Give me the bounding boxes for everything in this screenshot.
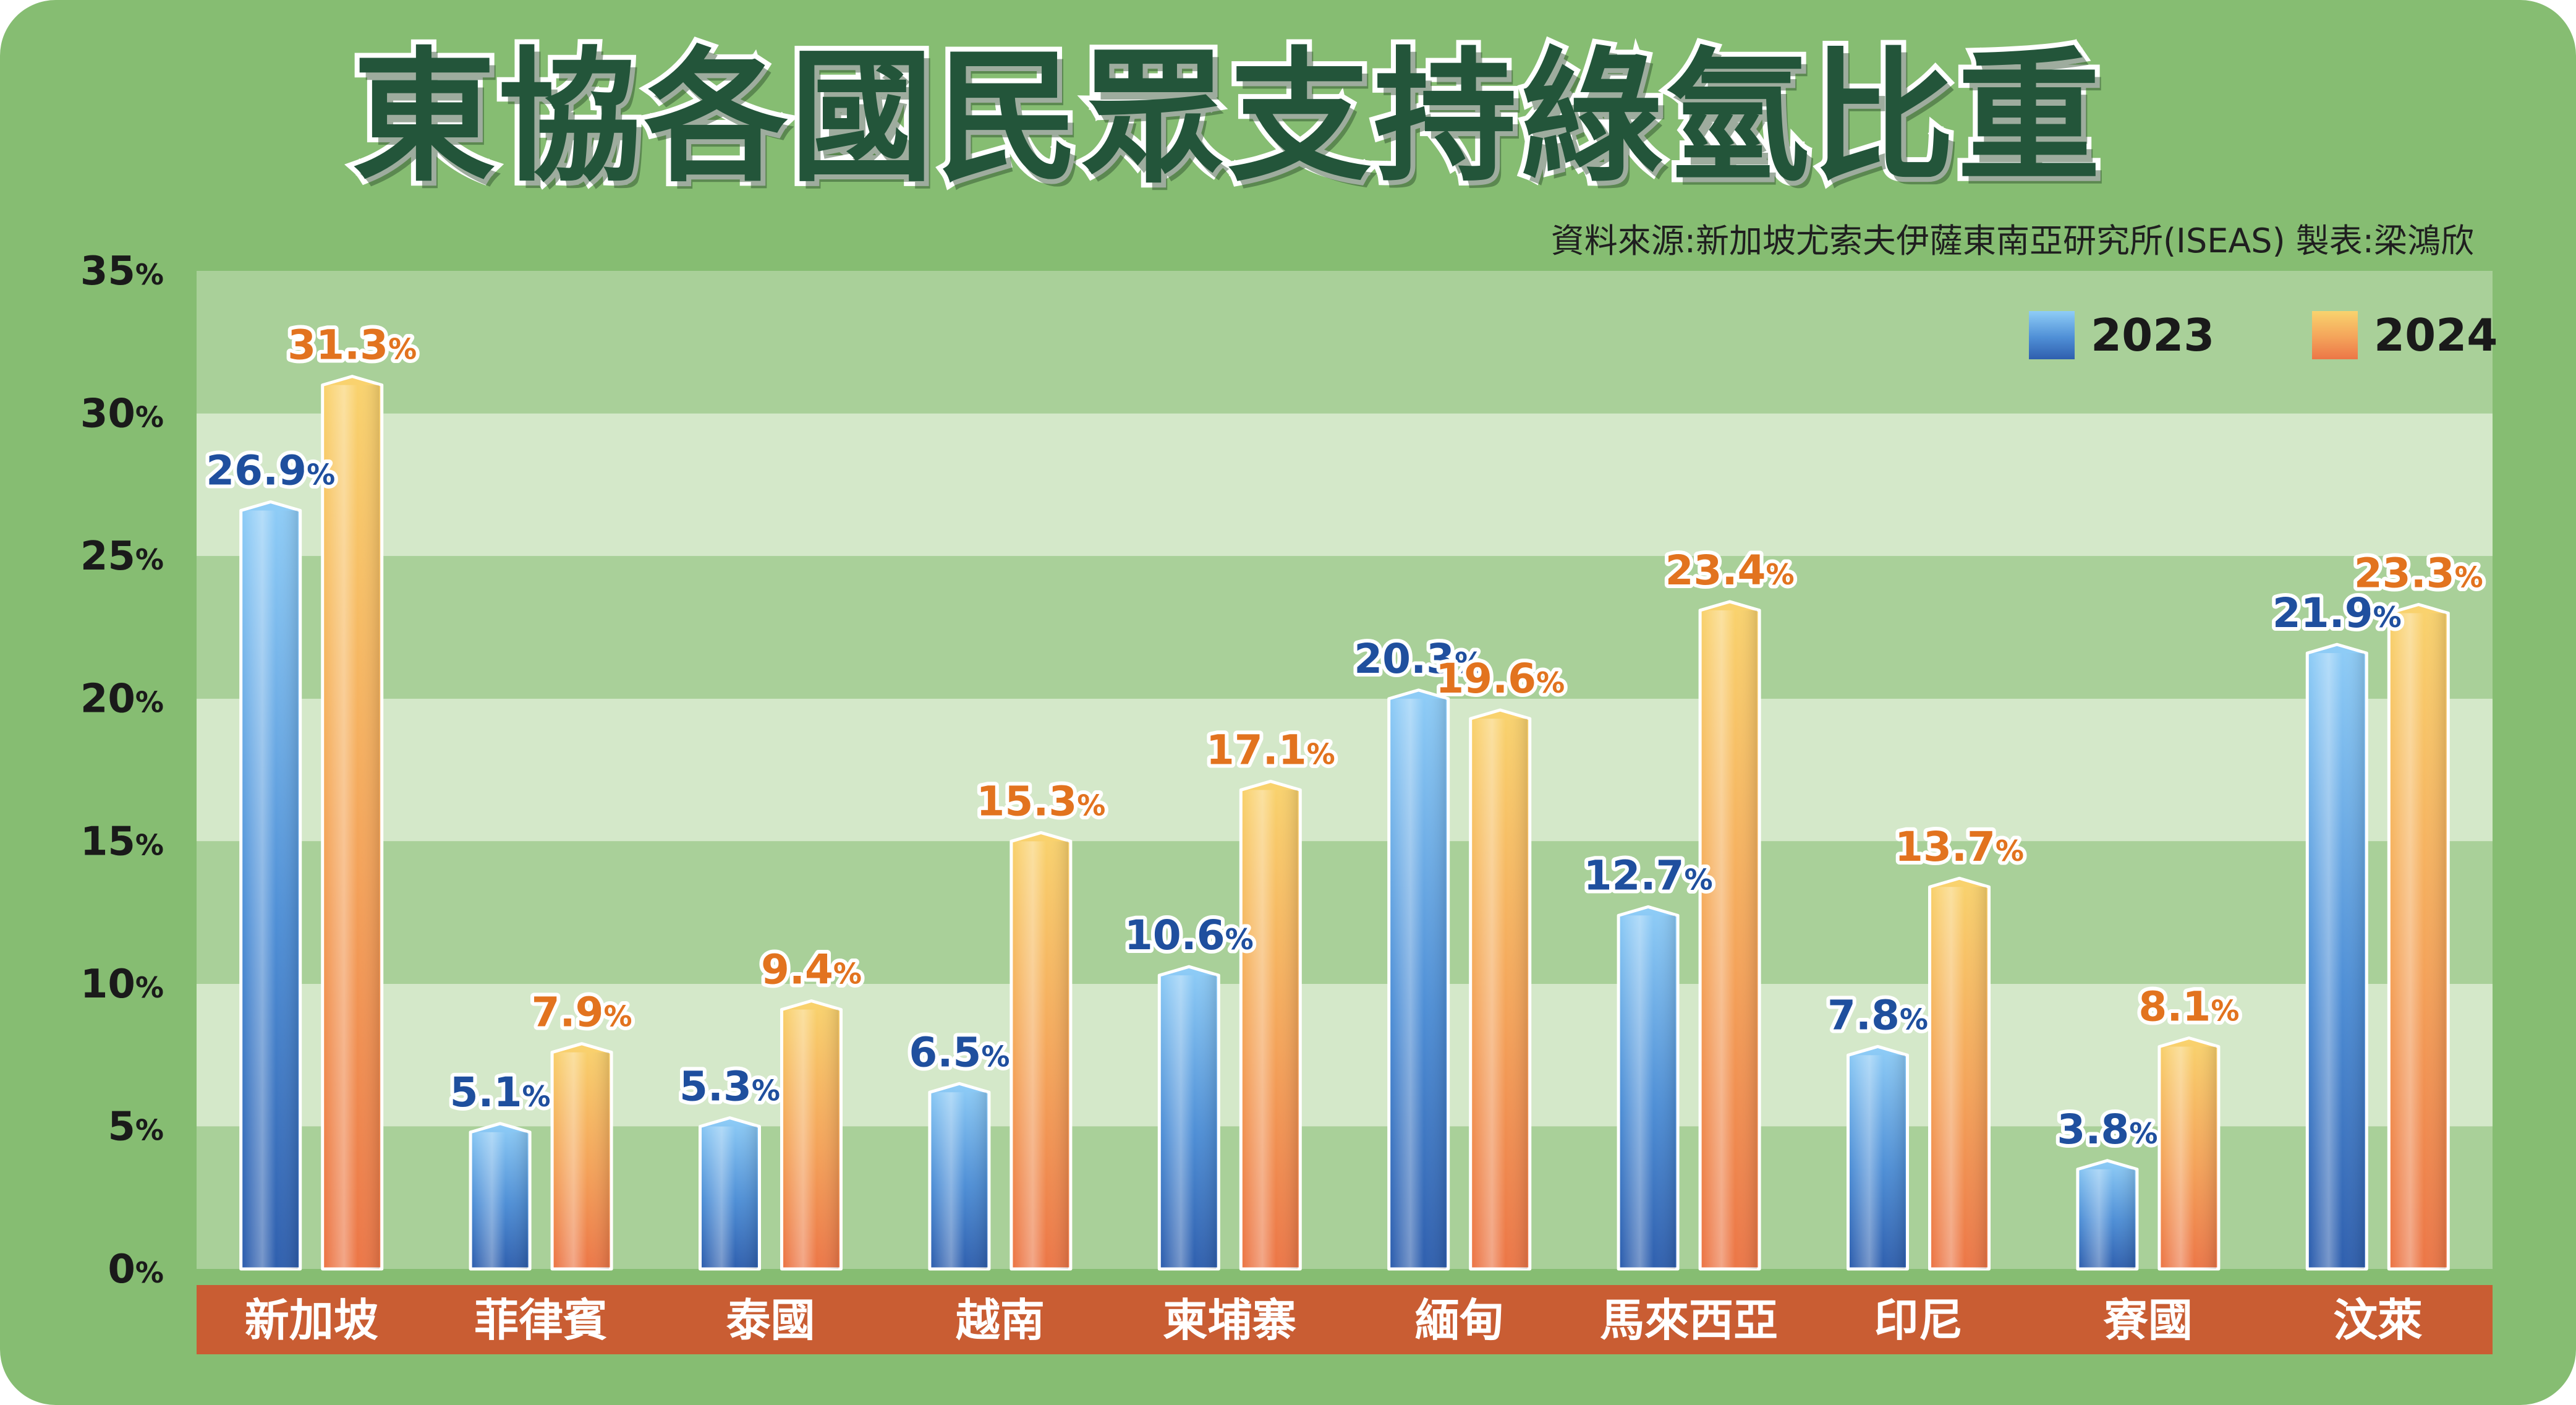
y-tick-label: 30% — [80, 391, 164, 437]
data-label-2023: 5.1% — [450, 1069, 551, 1116]
data-label-2023: 21.9% — [2272, 589, 2402, 637]
data-label-2023: 10.6% — [1124, 912, 1254, 959]
y-axis: 0% 5% 10% 15% 20% 25% 30% 35% — [80, 249, 164, 1292]
bar-2023 — [1617, 905, 1680, 1271]
bar-2024 — [1469, 708, 1532, 1271]
data-label-2024: 23.3% — [2354, 550, 2483, 597]
bar-2024 — [2387, 603, 2450, 1271]
bar-2023 — [1387, 688, 1450, 1271]
grid-band — [197, 271, 2493, 414]
legend-label-2023: 2023 — [2091, 309, 2214, 361]
y-tick-label: 35% — [80, 249, 164, 294]
x-tick-label: 印尼 — [1874, 1294, 1963, 1346]
bars — [239, 375, 2450, 1271]
data-label-2023: 5.3% — [679, 1063, 780, 1111]
source-credit: 資料來源:新加坡尤索夫伊薩東南亞研究所(ISEAS) 製表:梁鴻欣 — [1550, 221, 2474, 260]
x-tick-label: 新加坡 — [245, 1294, 378, 1346]
bar-2024 — [321, 375, 384, 1271]
grid-band — [197, 841, 2493, 984]
bar-2024 — [2157, 1036, 2221, 1271]
bar-2023 — [699, 1116, 761, 1271]
bar-2024 — [1010, 831, 1073, 1271]
legend-swatch-2023 — [2029, 311, 2075, 359]
bar-2023 — [928, 1082, 991, 1271]
y-tick-label: 5% — [108, 1104, 164, 1150]
grid-band — [197, 698, 2493, 842]
data-label-2023: 12.7% — [1584, 852, 1713, 899]
y-tick-label: 10% — [80, 962, 164, 1007]
grid-band — [197, 556, 2493, 699]
x-tick-label: 寮國 — [2103, 1294, 2193, 1346]
grid-band — [197, 413, 2493, 557]
x-tick-label: 緬甸 — [1415, 1294, 1504, 1346]
bar-2024 — [1239, 779, 1302, 1271]
bar-2023 — [239, 500, 302, 1271]
bar-2023 — [2305, 643, 2368, 1271]
data-label-2024: 17.1% — [1206, 726, 1335, 774]
y-tick-label: 15% — [80, 819, 164, 865]
bar-2023 — [1157, 965, 1220, 1271]
bar-2024 — [550, 1042, 613, 1271]
data-labels: 26.9% 5.1% 5.3% 6.5% 10.6% 20.3% 12.7% 7.8% 3.8%… — [202, 318, 2487, 1157]
legend-label-2024: 2024 — [2374, 309, 2497, 361]
data-label-2023: 26.9% — [206, 447, 335, 495]
y-tick-label: 25% — [80, 534, 164, 579]
bar-2023 — [2076, 1159, 2139, 1271]
category-band — [197, 1285, 2493, 1354]
data-label-2023: 3.8% — [2057, 1106, 2157, 1153]
x-tick-label: 越南 — [956, 1294, 1045, 1346]
data-label-2024: 8.1% — [2138, 983, 2239, 1030]
chart-title: 東協各國民眾支持綠氫比重 — [347, 29, 2106, 206]
data-label-2024: 23.4% — [1665, 547, 1795, 594]
x-tick-label: 馬來西亞 — [1600, 1294, 1778, 1346]
x-tick-label: 泰國 — [726, 1294, 815, 1346]
bar-2024 — [780, 999, 843, 1271]
bar-2023 — [1847, 1044, 1909, 1271]
x-tick-label: 汶萊 — [2333, 1294, 2422, 1346]
legend: 2023 2024 — [2029, 309, 2497, 361]
data-label-2024: 9.4% — [761, 946, 862, 994]
data-label-2023: 7.8% — [1827, 991, 1928, 1039]
data-label-2024: 13.7% — [1895, 823, 2024, 871]
data-label-2024: 19.6% — [1435, 655, 1565, 702]
data-label-2024: 31.3% — [287, 322, 417, 369]
legend-swatch-2024 — [2312, 311, 2358, 359]
x-tick-label: 柬埔寨 — [1163, 1294, 1296, 1346]
data-label-2024: 7.9% — [532, 989, 632, 1036]
bar-2023 — [469, 1122, 532, 1271]
data-label-2023: 20.3% — [1354, 635, 1483, 683]
y-tick-label: 20% — [80, 677, 164, 722]
y-tick-label: 0% — [108, 1247, 164, 1292]
data-label-2023: 6.5% — [909, 1028, 1010, 1076]
data-label-2024: 15.3% — [976, 777, 1105, 825]
bar-2024 — [1928, 876, 1991, 1271]
x-axis: 新加坡 菲律賓 泰國 越南 柬埔寨 緬甸 馬來西亞 印尼 寮國 汶萊 — [197, 1285, 2493, 1354]
x-tick-label: 菲律賓 — [474, 1294, 608, 1346]
bar-2024 — [1698, 600, 1761, 1271]
